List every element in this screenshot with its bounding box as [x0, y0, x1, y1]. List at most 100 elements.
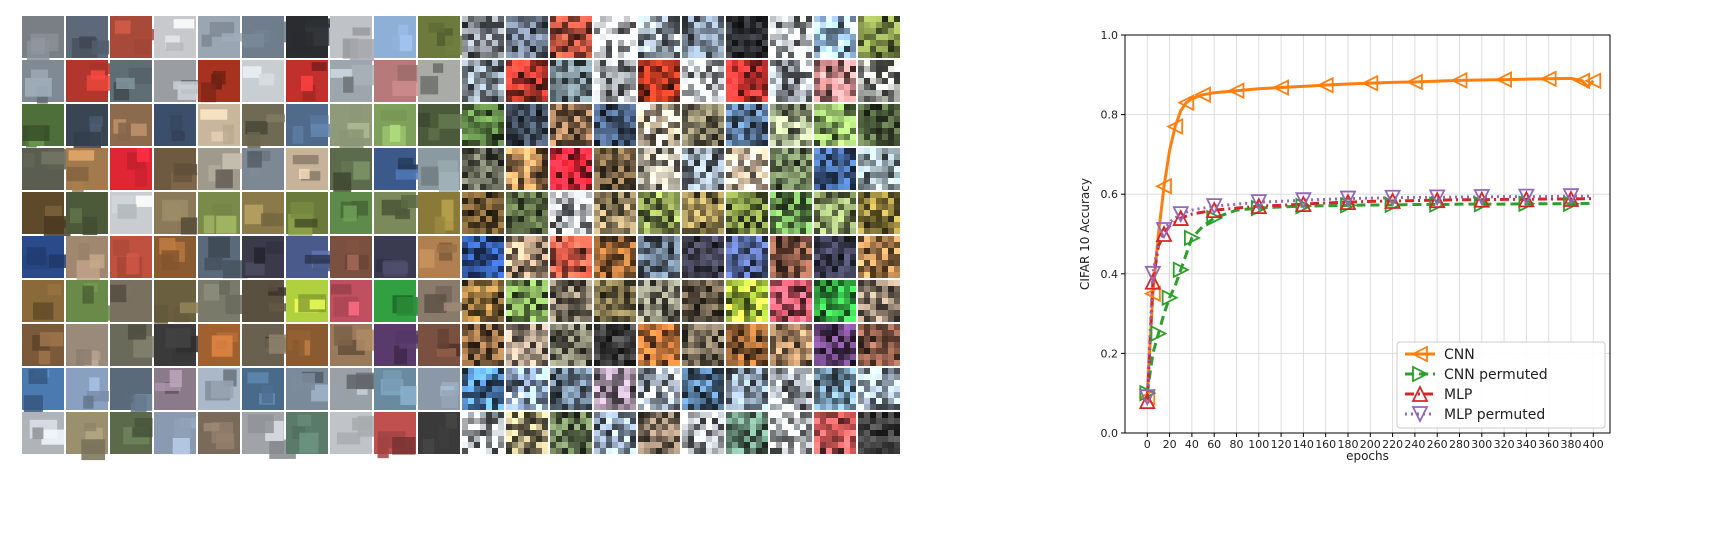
- permuted-tile: [770, 16, 812, 58]
- x-tick-label: 60: [1207, 438, 1221, 451]
- y-tick-label: 0.6: [1101, 188, 1119, 201]
- permuted-tile: [462, 192, 504, 234]
- permuted-tile: [814, 60, 856, 102]
- photo-tile: [110, 192, 157, 234]
- y-axis-label: CIFAR 10 Accuracy: [1078, 178, 1092, 290]
- permuted-tile: [550, 192, 592, 234]
- permuted-tile: [638, 148, 680, 190]
- permuted-tile: [594, 148, 636, 190]
- x-tick-label: 220: [1382, 438, 1403, 451]
- series-marker: [1573, 72, 1591, 90]
- photo-tile: [330, 412, 384, 454]
- y-tick-label: 0.2: [1101, 347, 1119, 360]
- photo-tile: [242, 324, 293, 366]
- permuted-tile: [858, 280, 900, 322]
- permuted-tile: [550, 412, 592, 454]
- photo-tile: [22, 104, 64, 148]
- series-marker: [1150, 325, 1168, 342]
- permuted-tile: [726, 324, 768, 366]
- series-marker: [1517, 190, 1535, 208]
- permuted-tile: [858, 368, 900, 410]
- photo-tile: [154, 324, 202, 366]
- series-marker: [1384, 191, 1402, 209]
- permuted-tile: [682, 16, 724, 58]
- photo-tile: [110, 412, 153, 454]
- permuted-tile: [770, 192, 812, 234]
- x-tick-label: 380: [1560, 438, 1581, 451]
- photo-tile: [154, 368, 196, 410]
- permuted-tile: [462, 148, 504, 190]
- series-marker: [1473, 189, 1491, 206]
- series-marker: [1384, 189, 1402, 207]
- photo-tile: [330, 16, 375, 62]
- photo-tile: [110, 324, 157, 366]
- permuted-tile: [594, 60, 636, 102]
- photo-tile: [22, 368, 64, 417]
- series-marker: [1517, 188, 1535, 206]
- photo-tile: [154, 236, 196, 278]
- photo-tile: [198, 236, 248, 279]
- permuted-tile: [858, 192, 900, 234]
- x-tick-label: 180: [1337, 438, 1358, 451]
- photo-tile: [418, 148, 460, 194]
- legend-label: CNN: [1444, 347, 1475, 363]
- permuted-tile: [770, 104, 812, 146]
- photo-tile: [374, 324, 422, 366]
- x-tick-label: 40: [1185, 438, 1199, 451]
- photo-tile: [198, 192, 240, 234]
- x-tick-label: 100: [1248, 438, 1269, 451]
- photo-tile: [330, 324, 378, 366]
- photo-tile: [286, 412, 328, 454]
- permuted-tile: [770, 324, 812, 366]
- x-tick-label: 120: [1271, 438, 1292, 451]
- series-marker: [1250, 199, 1268, 217]
- series-marker: [1155, 222, 1173, 240]
- legend-label: MLP permuted: [1444, 407, 1545, 423]
- x-tick-label: 140: [1293, 438, 1314, 451]
- permuted-tile: [726, 60, 768, 102]
- permuted-tile: [858, 148, 900, 190]
- series-marker: [1227, 82, 1245, 100]
- permuted-tile: [594, 412, 636, 454]
- permuted-tile: [682, 368, 724, 410]
- series-marker: [1428, 189, 1446, 207]
- legend-marker: [1412, 365, 1430, 383]
- photo-tile: [66, 412, 108, 461]
- permuted-tile: [594, 324, 636, 366]
- photo-tile: [22, 280, 64, 322]
- x-tick-label: 240: [1404, 438, 1425, 451]
- permuted-tile: [682, 148, 724, 190]
- plot-gridlines: [1125, 34, 1610, 434]
- photo-tile: [198, 412, 240, 454]
- x-tick-label: 400: [1583, 438, 1604, 451]
- photo-tile: [66, 236, 108, 281]
- photo-tile: [66, 60, 117, 102]
- x-tick-label: 280: [1449, 438, 1470, 451]
- permuted-tile: [858, 324, 900, 366]
- permuted-tile: [682, 412, 724, 454]
- permuted-tile: [858, 104, 900, 146]
- permuted-tile: [814, 324, 856, 366]
- photo-tile: [286, 60, 328, 102]
- photo-tile: [418, 412, 460, 454]
- series-marker: [1428, 191, 1446, 209]
- x-tick-label: 0: [1144, 438, 1151, 451]
- series-marker: [1295, 197, 1313, 215]
- series-marker: [1172, 261, 1190, 279]
- series-marker: [1250, 194, 1268, 212]
- photo-tile: [418, 60, 460, 102]
- y-tick-label: 1.0: [1101, 29, 1119, 42]
- permuted-tile: [814, 412, 856, 454]
- permuted-tile: [682, 192, 724, 234]
- permuted-tile: [550, 324, 592, 366]
- photo-tile: [198, 104, 240, 146]
- series-marker: [1205, 198, 1223, 216]
- y-tick-label: 0.8: [1101, 109, 1119, 122]
- permuted-tile: [814, 192, 856, 234]
- series-marker: [1294, 192, 1312, 210]
- permuted-tile: [550, 60, 592, 102]
- photo-tile: [418, 236, 460, 278]
- permuted-tile: [550, 368, 592, 410]
- legend-marker: [1411, 406, 1429, 424]
- x-tick-label: 260: [1427, 438, 1448, 451]
